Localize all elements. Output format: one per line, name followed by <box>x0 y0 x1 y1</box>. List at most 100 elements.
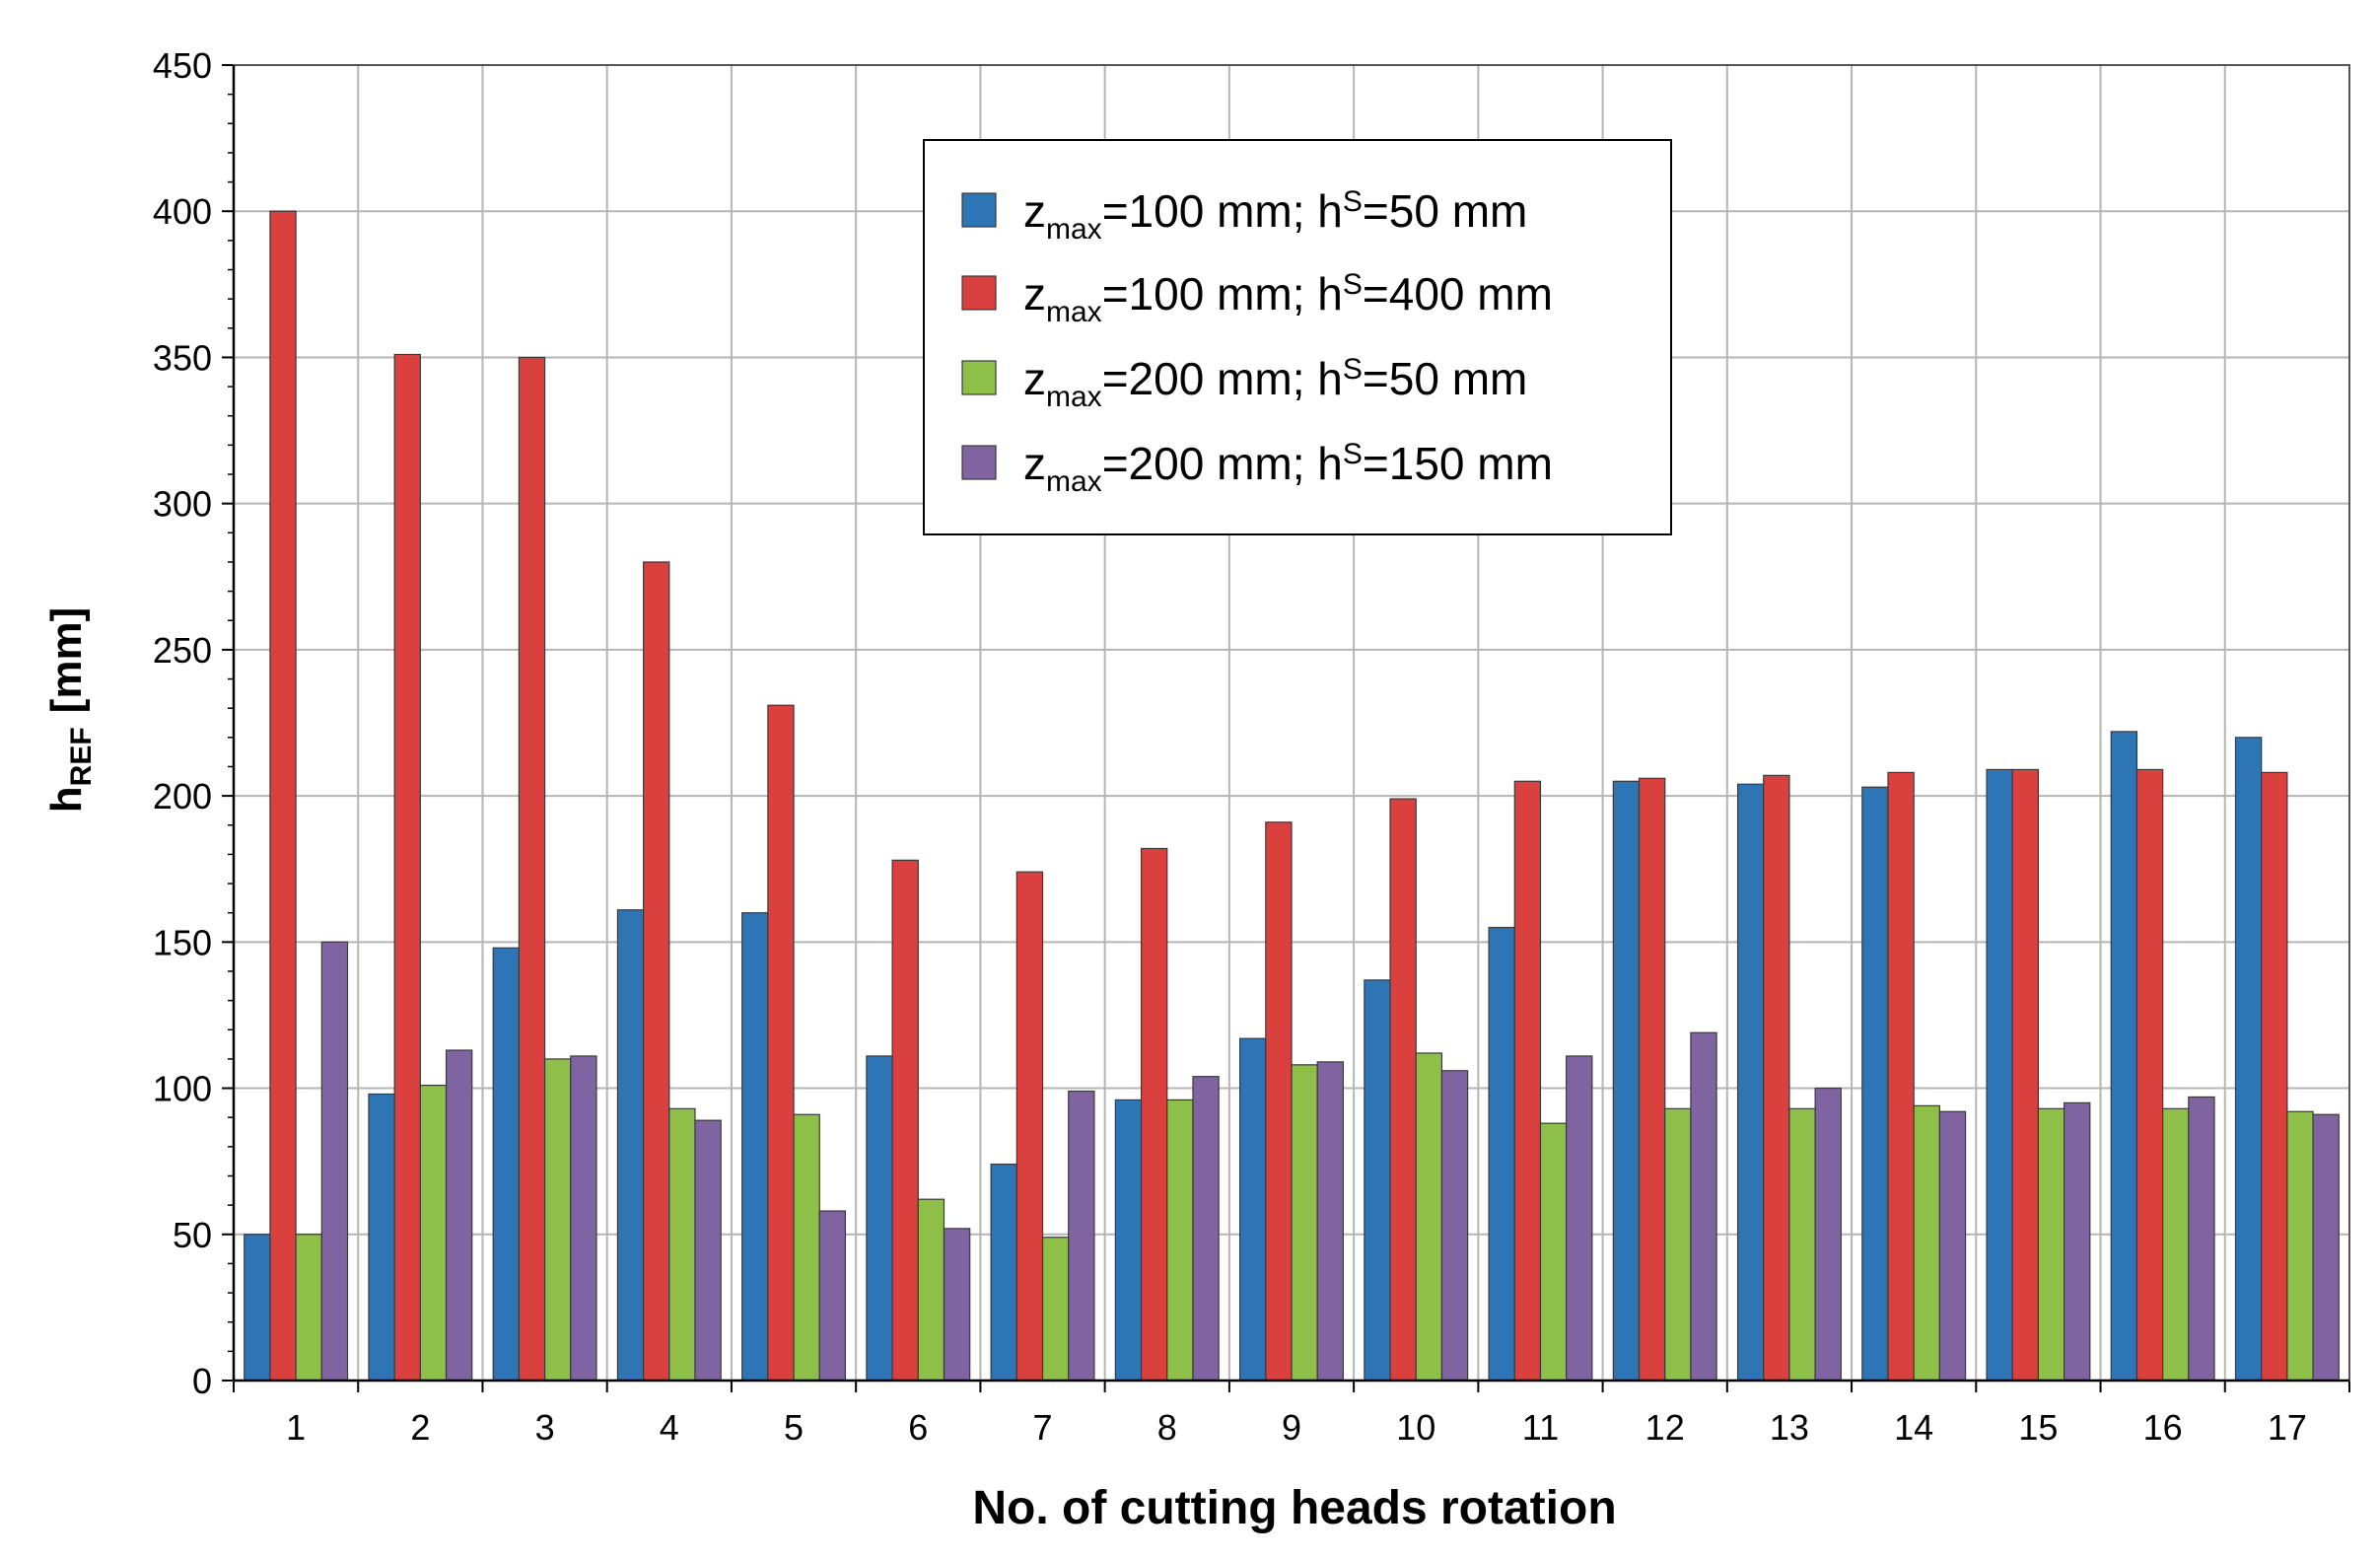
bar-series-2-cat-7 <box>1015 871 1044 1382</box>
bar-series-1-cat-14 <box>1861 786 1889 1382</box>
bar-series-4-cat-4 <box>694 1119 722 1382</box>
x-tick-label: 4 <box>660 1407 679 1448</box>
x-axis-label: No. of cutting heads rotation <box>972 1482 1616 1534</box>
x-tick-label: 11 <box>1522 1407 1559 1448</box>
bar-series-3-cat-5 <box>793 1113 820 1382</box>
x-tick-label: 14 <box>1894 1407 1933 1448</box>
bar-series-4-cat-9 <box>1316 1061 1344 1382</box>
bar-series-3-cat-4 <box>668 1107 696 1382</box>
bar-series-1-cat-7 <box>990 1164 1017 1382</box>
bar-series-4-cat-17 <box>2312 1113 2340 1382</box>
bar-series-2-cat-8 <box>1140 847 1168 1382</box>
x-tick-label: 16 <box>2143 1407 2183 1448</box>
bar-series-1-cat-16 <box>2110 731 2138 1382</box>
y-tick-label: 400 <box>153 191 212 232</box>
y-tick-label: 50 <box>173 1215 212 1255</box>
x-tick-label: 6 <box>908 1407 928 1448</box>
y-axis-label: hREF [mm] <box>42 607 98 813</box>
x-tick-label: 8 <box>1157 1407 1177 1448</box>
bar-series-3-cat-1 <box>295 1234 322 1382</box>
bar-series-4-cat-12 <box>1690 1031 1717 1382</box>
bar-series-4-cat-14 <box>1938 1110 1967 1382</box>
bar-series-3-cat-15 <box>2037 1107 2065 1382</box>
x-tick-label: 9 <box>1282 1407 1301 1448</box>
x-tick-label: 12 <box>1645 1407 1685 1448</box>
bar-series-3-cat-6 <box>917 1198 945 1382</box>
x-tick-label: 7 <box>1033 1407 1053 1448</box>
bar-series-3-cat-16 <box>2162 1107 2190 1382</box>
legend-label-1: zmax=100 mm; hS=50 mm <box>1023 185 1527 246</box>
bar-series-1-cat-17 <box>2234 737 2263 1382</box>
bar-series-4-cat-13 <box>1814 1087 1842 1382</box>
bar-series-4-cat-7 <box>1068 1090 1095 1382</box>
legend-label-2: zmax=100 mm; hS=400 mm <box>1023 268 1553 328</box>
bar-series-1-cat-6 <box>866 1055 893 1382</box>
y-tick-label: 450 <box>153 45 212 86</box>
x-tick-label: 10 <box>1396 1407 1435 1448</box>
bar-series-4-cat-2 <box>445 1049 473 1382</box>
axes: 0 50 100 150 200 250 300 350 400 450 1 2 3 4 5 6 7 8 9 10 11… <box>153 45 2350 1448</box>
bar-series-1-cat-4 <box>616 909 645 1382</box>
x-tick-label: 5 <box>784 1407 804 1448</box>
bar-series-3-cat-8 <box>1166 1099 1194 1382</box>
y-tick-label: 150 <box>153 922 212 962</box>
legend-swatch-1 <box>961 192 997 228</box>
bar-series-3-cat-9 <box>1291 1064 1318 1382</box>
x-tick-label: 17 <box>2268 1407 2307 1448</box>
bar-series-4-cat-3 <box>570 1055 597 1382</box>
bar-series-2-cat-13 <box>1763 774 1790 1382</box>
bar-series-2-cat-4 <box>643 561 670 1382</box>
bar-series-4-cat-6 <box>943 1228 971 1382</box>
y-tick-label: 250 <box>153 630 212 671</box>
y-axis-label-unit: [mm] <box>42 607 91 714</box>
legend-label-4: zmax=200 mm; hS=150 mm <box>1023 438 1553 498</box>
y-tick-label: 300 <box>153 484 212 525</box>
bar-series-1-cat-12 <box>1612 780 1641 1382</box>
bar-series-2-cat-17 <box>2261 771 2288 1382</box>
bar-series-1-cat-10 <box>1364 979 1391 1382</box>
bar-series-1-cat-15 <box>1986 768 2013 1382</box>
bar-series-2-cat-10 <box>1389 798 1417 1382</box>
y-tick-label: 200 <box>153 776 212 816</box>
y-tick-label: 350 <box>153 337 212 378</box>
bar-series-1-cat-11 <box>1488 926 1515 1382</box>
bar-series-2-cat-16 <box>2135 768 2164 1382</box>
y-axis-label-sub: REF <box>65 727 98 786</box>
y-tick-label: 0 <box>192 1361 212 1401</box>
bar-series-3-cat-12 <box>1664 1107 1692 1382</box>
legend-swatch-3 <box>961 360 997 395</box>
legend: zmax=100 mm; hS=50 mm zmax=100 mm; hS=400… <box>923 139 1672 535</box>
bar-series-4-cat-5 <box>818 1210 847 1382</box>
legend-label-3: zmax=200 mm; hS=50 mm <box>1023 353 1527 413</box>
bar-series-2-cat-2 <box>393 353 421 1382</box>
bar-series-1-cat-13 <box>1736 783 1765 1382</box>
bar-series-2-cat-14 <box>1887 771 1915 1382</box>
y-axis-label-base: h <box>42 786 91 813</box>
grid <box>234 64 2349 1381</box>
x-tick-label: 3 <box>535 1407 555 1448</box>
legend-box <box>923 139 1672 535</box>
bars <box>244 210 2340 1382</box>
legend-swatch-2 <box>961 275 997 311</box>
y-tick-label: 100 <box>153 1069 212 1109</box>
bar-series-4-cat-10 <box>1440 1070 1469 1382</box>
bar-series-1-cat-3 <box>492 947 520 1382</box>
bar-series-2-cat-12 <box>1638 777 1666 1382</box>
bar-series-2-cat-1 <box>269 210 297 1382</box>
bar-series-4-cat-15 <box>2064 1101 2091 1382</box>
bar-series-4-cat-11 <box>1566 1055 1593 1382</box>
bar-series-2-cat-6 <box>891 859 919 1382</box>
bar-series-3-cat-2 <box>419 1084 448 1382</box>
bar-series-1-cat-1 <box>244 1234 271 1382</box>
x-tick-label: 15 <box>2018 1407 2058 1448</box>
bar-series-2-cat-15 <box>2011 768 2040 1382</box>
x-tick-label: 2 <box>410 1407 430 1448</box>
legend-swatch-4 <box>961 445 997 480</box>
x-tick-label: 13 <box>1770 1407 1809 1448</box>
bar-series-4-cat-8 <box>1192 1076 1220 1382</box>
bar-series-4-cat-1 <box>320 941 349 1382</box>
bar-series-3-cat-14 <box>1913 1104 1940 1382</box>
bar-series-2-cat-5 <box>767 704 795 1382</box>
bar-series-3-cat-10 <box>1415 1052 1443 1382</box>
